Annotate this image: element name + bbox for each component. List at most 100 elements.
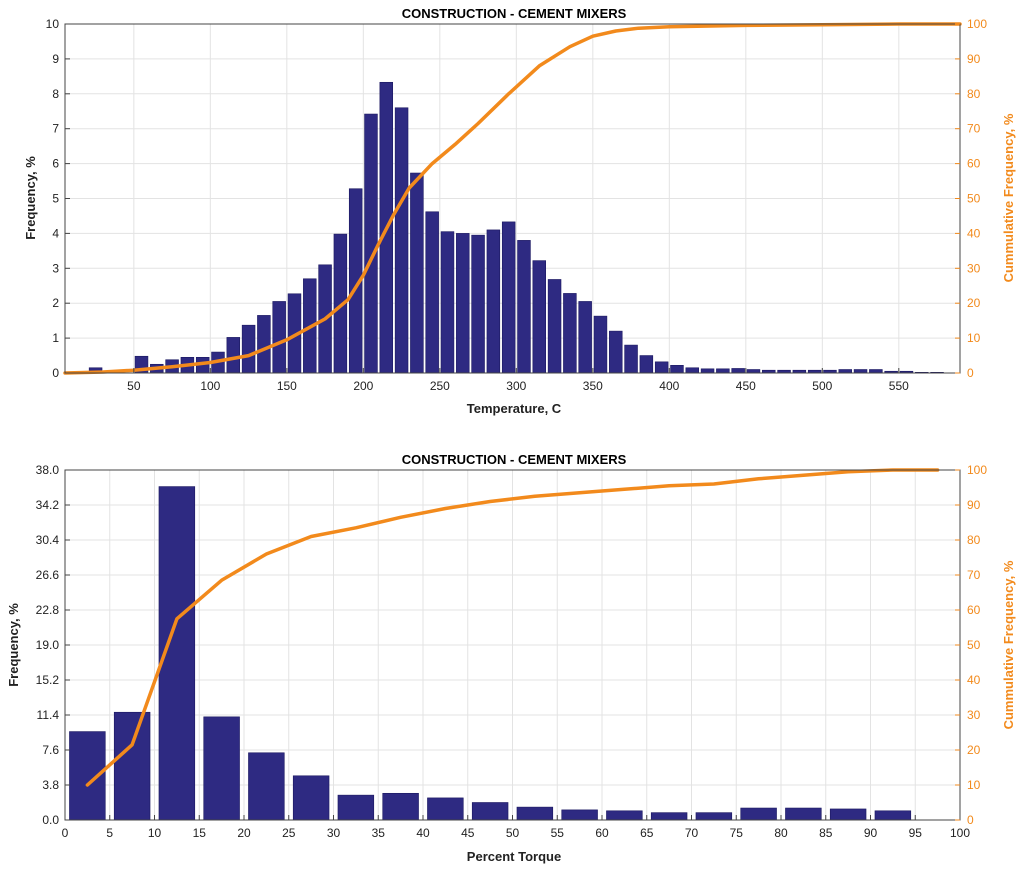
chart-2-x-tick-label-13: 65 (640, 826, 654, 840)
chart-2-bar-7 (382, 792, 419, 821)
chart-2-bar-11 (561, 809, 598, 821)
chart-1-bar-10 (272, 301, 286, 374)
chart-1-y2-tick-label-2: 20 (967, 296, 981, 310)
chart-2-bar-13 (650, 812, 688, 821)
chart-2-y2-tick-label-9: 90 (967, 498, 981, 512)
chart-1-bar-39 (716, 368, 730, 374)
chart-1-bar-28 (547, 279, 562, 374)
chart-1-bar-21 (440, 231, 455, 374)
chart-2-bar-1 (113, 711, 151, 821)
chart-2-y2-tick-label-0: 0 (967, 813, 974, 827)
chart-1-y2-tick-label-7: 70 (967, 122, 981, 136)
chart-2-x-tick-label-8: 40 (416, 826, 430, 840)
chart-1-y-tick-label-7: 7 (52, 122, 59, 136)
chart-1-y-tick-label-9: 9 (52, 52, 59, 66)
chart-1-y-ticks: 0 1 2 3 4 5 6 7 8 9 10 (46, 17, 70, 380)
chart-2-y-tick-label-2: 7.6 (42, 743, 59, 757)
chart-2-x-tick-label-3: 15 (193, 826, 207, 840)
chart-2-bar-6 (337, 794, 375, 821)
chart-2-bar-9 (471, 802, 509, 821)
chart-1-y2-tick-label-8: 80 (967, 87, 981, 101)
chart-1-y-tick-label-5: 5 (52, 192, 59, 206)
chart-2-y-tick-label-9: 34.2 (36, 498, 60, 512)
chart-1-bar-37 (685, 367, 699, 374)
chart-1-bars (88, 81, 944, 374)
chart-1-x-ticks: 50 100 150 200 250 300 350 400 450 500 550 (127, 368, 909, 393)
chart-2-x-tick-label-17: 85 (819, 826, 833, 840)
chart-1-x-tick-label-8: 450 (736, 379, 756, 393)
chart-1-y2-tick-label-10: 100 (967, 17, 987, 31)
chart-1-bar-34 (639, 355, 654, 374)
chart-2-bar-18 (874, 810, 912, 821)
chart-2-x-tick-label-6: 30 (327, 826, 341, 840)
chart-1-bar-40 (731, 368, 745, 374)
chart-1-bar-25 (501, 221, 516, 374)
chart-1-bar-16 (364, 113, 378, 374)
chart-1-cumulative-polyline (63, 22, 962, 375)
chart-2-x-tick-label-5: 25 (282, 826, 296, 840)
chart-1-bar-26 (517, 240, 531, 374)
chart-1-bar-7 (226, 337, 241, 374)
chart-1-bar-31 (593, 315, 608, 374)
chart-2-y-tick-label-8: 30.4 (36, 533, 60, 547)
chart-2-y2-tick-label-2: 20 (967, 743, 981, 757)
chart-1-y-tick-label-10: 10 (46, 17, 60, 31)
chart-2-x-tick-label-9: 45 (461, 826, 475, 840)
chart-2-x-tick-label-12: 60 (595, 826, 609, 840)
chart-1: CONSTRUCTION - CEMENT MIXERS 50 100 150 200… (23, 6, 1016, 416)
chart-2-x-tick-label-10: 50 (506, 826, 520, 840)
chart-2-x-tick-label-2: 10 (148, 826, 162, 840)
chart-1-y-tick-label-0: 0 (52, 366, 59, 380)
chart-2-bar-12 (606, 810, 643, 821)
chart-2-y2-axis-label: Cummulative Frequency, % (1001, 560, 1016, 729)
chart-2-y2-tick-label-10: 100 (967, 463, 987, 477)
chart-1-x-axis-label: Temperature, C (467, 401, 562, 416)
chart-1-cumulative-line (63, 22, 962, 375)
chart-1-x-tick-label-3: 200 (353, 379, 373, 393)
chart-1-y2-tick-label-5: 50 (967, 192, 981, 206)
chart-1-bar-30 (578, 301, 592, 374)
chart-1-x-tick-label-7: 400 (659, 379, 679, 393)
chart-2-y2-tick-label-8: 80 (967, 533, 981, 547)
chart-2-bar-14 (695, 812, 733, 821)
chart-2-x-tick-label-1: 5 (106, 826, 113, 840)
chart-1-x-tick-label-9: 500 (812, 379, 832, 393)
chart-1-bar-20 (425, 211, 439, 374)
chart-1-bar-35 (654, 361, 669, 374)
chart-2-x-axis-label: Percent Torque (467, 849, 561, 864)
chart-2-y2-tick-label-4: 40 (967, 673, 981, 687)
chart-2-cumulative-polyline (85, 468, 940, 787)
chart-2-x-tick-label-4: 20 (237, 826, 251, 840)
chart-2-y-tick-label-5: 19.0 (36, 638, 60, 652)
chart-2-y-tick-label-3: 11.4 (37, 708, 60, 722)
chart-2-bar-4 (248, 752, 285, 821)
chart-2-y-tick-label-7: 26.6 (36, 568, 60, 582)
chart-2-cumulative-line (85, 468, 940, 787)
chart-2-x-tick-label-14: 70 (685, 826, 699, 840)
chart-1-y2-tick-label-4: 40 (967, 226, 981, 240)
chart-2-x-ticks: 0 5 10 15 20 25 30 35 40 45 50 55 60 65 70 75 80 85 90 95 10… (62, 815, 970, 840)
chart-1-x-tick-label-10: 550 (889, 379, 909, 393)
chart-2-bar-8 (427, 797, 464, 821)
chart-1-y-tick-label-2: 2 (52, 296, 59, 310)
chart-1-y-tick-label-3: 3 (52, 261, 59, 275)
chart-1-y2-tick-label-6: 60 (967, 157, 981, 171)
chart-1-x-tick-label-5: 300 (506, 379, 526, 393)
chart-2-y-tick-label-0: 0.0 (42, 813, 59, 827)
chart-1-y2-axis-label: Cummulative Frequency, % (1001, 113, 1016, 282)
chart-2-y2-tick-label-3: 30 (967, 708, 981, 722)
chart-2-y-tick-label-1: 3.8 (42, 778, 59, 792)
chart-2-bar-3 (203, 716, 240, 821)
chart-1-y2-tick-label-0: 0 (967, 366, 974, 380)
chart-1-x-tick-label-6: 350 (583, 379, 603, 393)
chart-2-x-tick-label-7: 35 (372, 826, 386, 840)
chart-1-x-tick-label-2: 150 (277, 379, 297, 393)
chart-1-title: CONSTRUCTION - CEMENT MIXERS (402, 6, 627, 21)
chart-1-bar-9 (257, 315, 271, 374)
chart-2-y-tick-label-10: 38.0 (36, 463, 60, 477)
chart-1-bar-19 (410, 172, 424, 374)
chart-2: CONSTRUCTION - CEMENT MIXERS 0 5 10 15 20 25 3… (6, 452, 1016, 864)
chart-2-y-ticks: 0.0 3.8 7.6 11.4 15.2 19.0 22.8 26.6 30.4 34.2 38.… (36, 463, 70, 827)
chart-2-bar-5 (292, 775, 330, 821)
